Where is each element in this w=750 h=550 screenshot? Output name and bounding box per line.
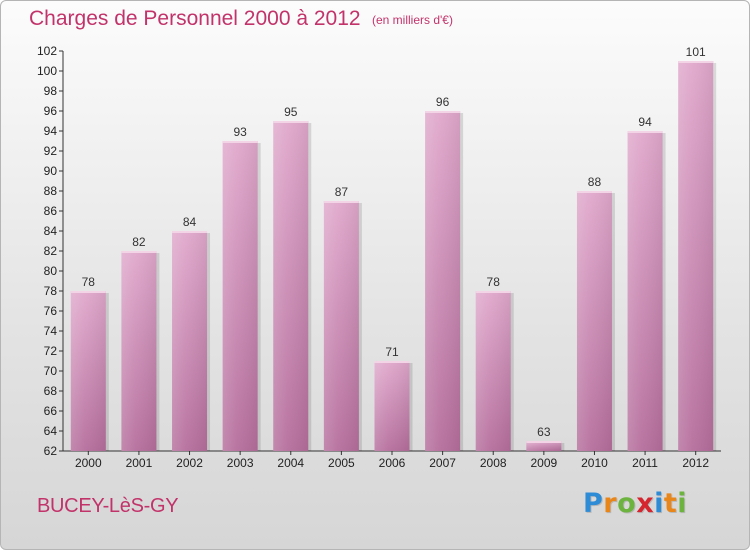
bar-top-edge xyxy=(121,251,157,253)
bar-top-edge xyxy=(627,131,663,133)
bar-highlight xyxy=(323,201,359,451)
y-tick-label: 66 xyxy=(44,404,58,418)
bar-top-edge xyxy=(526,441,562,443)
x-tick-label: 2011 xyxy=(632,456,658,470)
x-tick-label: 2012 xyxy=(682,456,709,470)
bar-value-label: 78 xyxy=(82,275,96,289)
x-tick-label: 2009 xyxy=(530,456,557,470)
y-tick-label: 102 xyxy=(37,44,57,58)
bar-top-edge xyxy=(323,201,359,203)
place-name: BUCEY-LèS-GY xyxy=(37,495,179,517)
y-tick-label: 76 xyxy=(44,304,58,318)
bar-top-edge xyxy=(172,231,208,233)
y-tick-label: 80 xyxy=(44,264,58,278)
x-tick-label: 2002 xyxy=(176,456,203,470)
y-tick-label: 96 xyxy=(44,104,58,118)
y-tick-label: 82 xyxy=(44,244,58,258)
logo-letter: o xyxy=(617,488,637,519)
y-tick-label: 86 xyxy=(44,204,58,218)
bar-highlight xyxy=(172,231,208,451)
bar-value-label: 95 xyxy=(284,105,298,119)
bar-highlight xyxy=(475,291,511,451)
y-tick-label: 94 xyxy=(44,124,58,138)
x-tick-label: 2010 xyxy=(581,456,608,470)
y-tick-label: 92 xyxy=(44,144,58,158)
y-tick-label: 98 xyxy=(44,84,58,98)
value-labels: 78 82 84 93 95 87 71 96 78 63 88 94 101 xyxy=(82,45,706,439)
bar-value-label: 63 xyxy=(537,425,551,439)
bar-top-edge xyxy=(678,61,714,63)
logo-letter: P xyxy=(583,488,604,519)
bar-highlight xyxy=(222,141,258,451)
bar-highlight xyxy=(627,131,663,451)
y-tick-label: 64 xyxy=(44,424,58,438)
x-tick-label: 2001 xyxy=(126,456,153,470)
y-tick-label: 68 xyxy=(44,384,58,398)
bar-value-label: 88 xyxy=(588,175,602,189)
y-tick-label: 70 xyxy=(44,364,58,378)
chart-subtitle: (en milliers d'€) xyxy=(372,13,453,27)
bar-series xyxy=(70,61,717,451)
bar-top-edge xyxy=(273,121,309,123)
bar-value-label: 87 xyxy=(335,185,349,199)
logo-letter: x xyxy=(636,488,655,519)
proxiti-logo[interactable]: Proxiti xyxy=(583,488,687,519)
bar-value-label: 101 xyxy=(686,45,706,59)
logo-letter: i xyxy=(654,488,664,519)
bar-value-label: 94 xyxy=(638,115,652,129)
x-tick-label: 2008 xyxy=(480,456,507,470)
logo-letter: i xyxy=(677,488,688,519)
x-tick-label: 2000 xyxy=(75,456,102,470)
bar-highlight xyxy=(576,191,612,451)
bar-top-edge xyxy=(374,361,410,363)
logo-letter: r xyxy=(603,488,618,519)
bar-highlight xyxy=(374,361,410,451)
bar-highlight xyxy=(121,251,157,451)
x-tick-label: 2006 xyxy=(379,456,406,470)
bar-top-edge xyxy=(576,191,612,193)
x-tick-label: 2003 xyxy=(227,456,254,470)
bar-value-label: 82 xyxy=(132,235,146,249)
y-tick-label: 84 xyxy=(44,224,58,238)
bar-top-edge xyxy=(70,291,106,293)
bar-highlight xyxy=(526,441,562,451)
x-tick-label: 2007 xyxy=(429,456,456,470)
y-tick-label: 90 xyxy=(44,164,58,178)
y-tick-label: 74 xyxy=(44,324,58,338)
y-tick-label: 78 xyxy=(44,284,58,298)
bar-value-label: 78 xyxy=(487,275,501,289)
y-tick-label: 62 xyxy=(44,444,58,458)
x-tick-label: 2004 xyxy=(277,456,304,470)
bar-highlight xyxy=(425,111,461,451)
bar-value-label: 96 xyxy=(436,95,450,109)
bar-highlight xyxy=(273,121,309,451)
bar-value-label: 84 xyxy=(183,215,197,229)
bar-highlight xyxy=(678,61,714,451)
bar-top-edge xyxy=(425,111,461,113)
y-tick-label: 72 xyxy=(44,344,58,358)
y-tick-label: 100 xyxy=(37,64,57,78)
bar-top-edge xyxy=(475,291,511,293)
bar-value-label: 93 xyxy=(233,125,247,139)
bar-value-label: 71 xyxy=(385,345,399,359)
chart-title: Charges de Personnel 2000 à 2012 xyxy=(29,7,361,30)
bar-highlight xyxy=(70,291,106,451)
x-tick-label: 2005 xyxy=(328,456,355,470)
y-tick-label: 88 xyxy=(44,184,58,198)
logo-letter: t xyxy=(663,488,678,519)
bar-top-edge xyxy=(222,141,258,143)
